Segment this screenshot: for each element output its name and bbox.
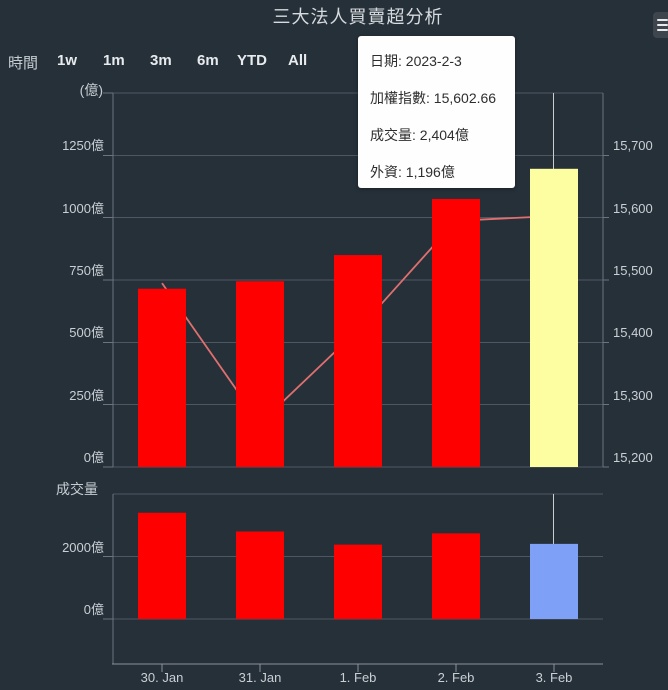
bar-volume-4[interactable] [530, 543, 578, 619]
main-yaxis-left-label-2: 500億 [69, 325, 104, 341]
bar-foreign-3[interactable] [432, 198, 480, 467]
main-yaxis-title: (億) [79, 82, 103, 98]
main-yaxis-left-label-5: 1250億 [62, 138, 104, 154]
tooltip-volume: 成交量: 2,404億 [370, 127, 469, 143]
context-menu-button[interactable] [653, 12, 668, 38]
tooltip-date: 日期: 2023-2-3 [370, 53, 462, 69]
bar-volume-0[interactable] [138, 512, 186, 619]
bar-volume-1[interactable] [236, 531, 284, 620]
hamburger-icon [657, 19, 668, 21]
volume-yaxis-label-1: 2000億 [62, 539, 104, 555]
range-button-ytd[interactable]: YTD [237, 52, 267, 69]
main-yaxis-right-label-3: 15,500 [613, 263, 653, 278]
volume-pane-title: 成交量 [56, 481, 98, 497]
range-button-all[interactable]: All [288, 52, 308, 69]
x-axis-label-4: 3. Feb [535, 670, 573, 685]
page-title: 三大法人買賣超分析 [272, 7, 444, 27]
main-yaxis-right-label-1: 15,300 [613, 387, 653, 403]
bar-foreign-2[interactable] [334, 255, 382, 467]
main-yaxis-right-label-5: 15,700 [613, 138, 653, 154]
main-yaxis-right-label-4: 15,600 [613, 200, 653, 216]
main-yaxis-left-label-1: 250億 [69, 387, 104, 403]
range-selector: 時間 1w 1m 3m 6m YTD All [0, 52, 668, 72]
tooltip-weighted-index: 加權指數: 15,602.66 [370, 90, 497, 106]
volume-yaxis-label-0: 0億 [83, 602, 104, 617]
main-yaxis-left-label-0: 0億 [83, 450, 104, 465]
main-yaxis-left-label-3: 750億 [69, 263, 104, 278]
bar-volume-3[interactable] [432, 533, 480, 619]
range-button-3m[interactable]: 3m [150, 52, 172, 69]
bar-volume-2[interactable] [334, 544, 382, 619]
range-button-1m[interactable]: 1m [103, 52, 125, 69]
bar-foreign-0[interactable] [138, 288, 186, 467]
x-axis-label-1: 31. Jan [238, 670, 282, 685]
bar-foreign-4[interactable] [530, 168, 578, 467]
x-axis-label-3: 2. Feb [437, 670, 475, 685]
bar-foreign-1[interactable] [236, 281, 284, 467]
range-selector-label: 時間 [8, 55, 39, 72]
hover-tooltip: 日期: 2023-2-3 加權指數: 15,602.66 成交量: 2,404億… [358, 36, 515, 188]
x-axis-label-0: 30. Jan [140, 670, 184, 685]
tooltip-foreign-investment: 外資: 1,196億 [370, 164, 455, 180]
main-yaxis-right-label-2: 15,400 [613, 325, 653, 341]
main-yaxis-right-label-0: 15,200 [613, 450, 653, 465]
main-yaxis-left-label-4: 1000億 [62, 200, 104, 216]
range-button-6m[interactable]: 6m [197, 52, 219, 69]
x-axis-label-2: 1. Feb [339, 670, 377, 685]
range-button-1w[interactable]: 1w [57, 52, 78, 69]
